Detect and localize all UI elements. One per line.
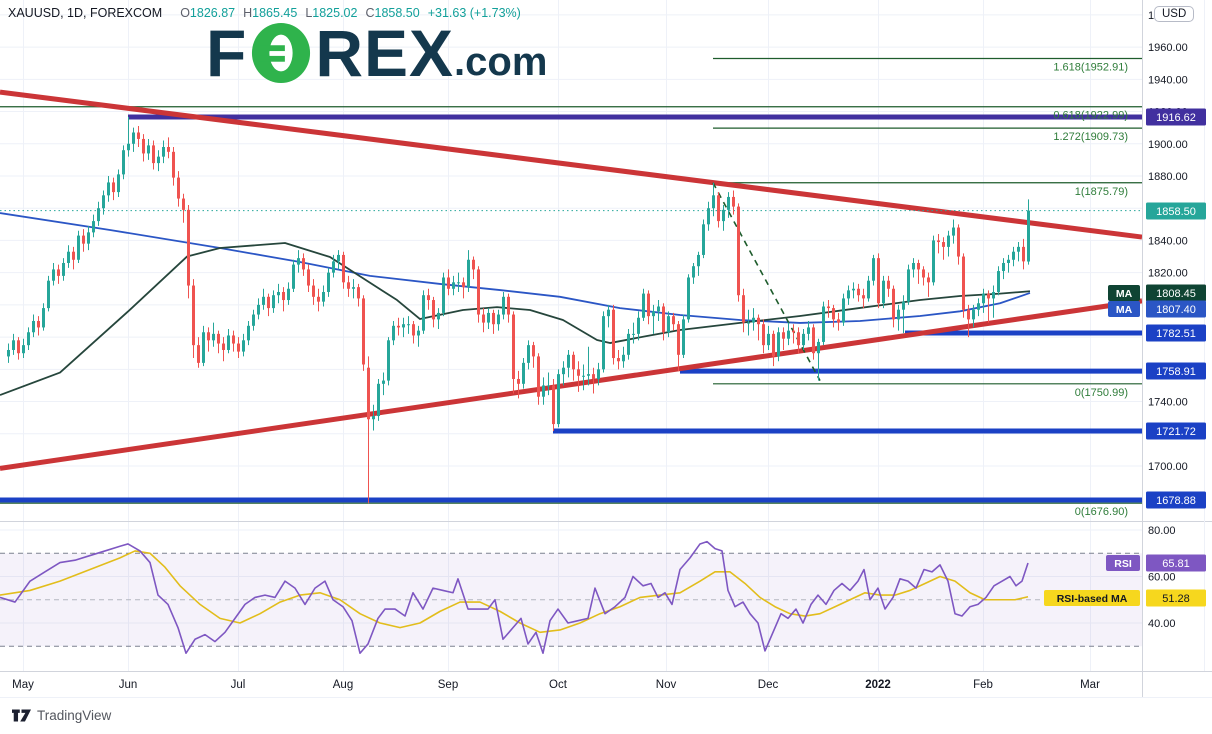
svg-text:May: May <box>12 679 34 691</box>
symbol-title[interactable]: XAUUSD, 1D, FOREXCOM <box>8 6 163 20</box>
change-value: +31.63 (+1.73%) <box>427 6 521 20</box>
svg-text:1700.00: 1700.00 <box>1148 461 1188 473</box>
currency-toggle-button[interactable]: USD <box>1154 6 1195 22</box>
svg-text:Sep: Sep <box>438 679 458 691</box>
svg-text:1940.00: 1940.00 <box>1148 74 1188 86</box>
close-value: 1858.50 <box>374 6 420 20</box>
forex-com-logo: F REX .com <box>206 20 547 86</box>
svg-text:0(1676.90): 0(1676.90) <box>1075 506 1128 518</box>
tradingview-attribution[interactable]: TradingView <box>12 707 111 724</box>
svg-text:1900.00: 1900.00 <box>1148 139 1188 151</box>
moving-averages <box>0 212 1031 396</box>
svg-text:1740.00: 1740.00 <box>1148 397 1188 409</box>
svg-text:80.00: 80.00 <box>1148 525 1176 537</box>
trend-lines[interactable] <box>0 89 1143 471</box>
svg-text:1858.50: 1858.50 <box>1156 206 1196 218</box>
indicator-pills: MA MA RSI RSI-based MA <box>1044 285 1140 606</box>
tradingview-label: TradingView <box>37 708 112 723</box>
open-label: O <box>180 6 190 20</box>
high-value: 1865.45 <box>252 6 298 20</box>
svg-text:1840.00: 1840.00 <box>1148 235 1188 247</box>
svg-text:1916.62: 1916.62 <box>1156 112 1196 124</box>
svg-text:1.618(1952.91): 1.618(1952.91) <box>1053 62 1128 74</box>
svg-text:Jul: Jul <box>231 679 246 691</box>
svg-text:Mar: Mar <box>1080 679 1100 691</box>
open-value: 1826.87 <box>189 6 236 20</box>
svg-text:2022: 2022 <box>865 679 891 691</box>
svg-text:Nov: Nov <box>656 679 677 691</box>
svg-text:Jun: Jun <box>119 679 138 691</box>
logo-text-com: .com <box>454 40 548 84</box>
svg-text:0(1750.99): 0(1750.99) <box>1075 387 1128 399</box>
rsi-pane <box>0 540 1142 655</box>
svg-text:1960.00: 1960.00 <box>1148 42 1188 54</box>
price-axis-labels[interactable]: 1980.001960.001940.001920.001900.001880.… <box>1148 10 1188 630</box>
svg-text:MA: MA <box>1116 288 1133 300</box>
high-label: H <box>243 6 253 20</box>
dashed-trend-drawing[interactable] <box>712 182 821 381</box>
svg-text:Aug: Aug <box>333 679 353 691</box>
tradingview-logo-icon <box>12 709 31 722</box>
svg-text:1(1875.79): 1(1875.79) <box>1075 186 1128 198</box>
svg-text:65.81: 65.81 <box>1162 558 1190 570</box>
svg-text:1721.72: 1721.72 <box>1156 426 1196 438</box>
svg-text:RSI-based MA: RSI-based MA <box>1057 593 1128 605</box>
svg-text:1678.88: 1678.88 <box>1156 495 1196 507</box>
svg-text:51.28: 51.28 <box>1162 593 1190 605</box>
svg-text:1758.91: 1758.91 <box>1156 366 1196 378</box>
low-label: L <box>305 6 313 20</box>
svg-text:60.00: 60.00 <box>1148 572 1176 584</box>
fibonacci-levels[interactable] <box>0 57 1142 504</box>
fibonacci-labels: 1.618(1952.91) 0.618(1922.99) 1.272(1909.7… <box>1053 62 1128 519</box>
close-label: C <box>365 6 375 20</box>
low-value: 1825.02 <box>312 6 358 20</box>
svg-text:RSI: RSI <box>1114 558 1132 570</box>
svg-text:1807.40: 1807.40 <box>1156 304 1196 316</box>
forex-logo-o-icon <box>252 22 311 84</box>
svg-text:0.618(1922.99): 0.618(1922.99) <box>1053 110 1128 122</box>
time-axis-labels[interactable]: May Jun Jul Aug Sep Oct Nov Dec 2022 Feb Mar <box>12 679 1100 691</box>
support-resistance-lines[interactable] <box>0 114 1142 503</box>
svg-text:Dec: Dec <box>758 679 779 691</box>
candlestick-series <box>7 117 1030 504</box>
logo-text-rex: REX <box>315 16 455 90</box>
svg-text:1820.00: 1820.00 <box>1148 268 1188 280</box>
svg-text:1782.51: 1782.51 <box>1156 328 1196 340</box>
svg-text:1880.00: 1880.00 <box>1148 171 1188 183</box>
svg-text:40.00: 40.00 <box>1148 618 1176 630</box>
symbol-legend[interactable]: XAUUSD, 1D, FOREXCOM O1826.87 H1865.45 L182… <box>8 6 521 20</box>
svg-text:Oct: Oct <box>549 679 568 691</box>
svg-text:Feb: Feb <box>973 679 993 691</box>
logo-text-f: F <box>206 16 248 90</box>
svg-text:MA: MA <box>1116 304 1133 316</box>
svg-text:1808.45: 1808.45 <box>1156 288 1196 300</box>
axis-price-badges: 1916.62 1858.50 1808.45 1807.40 1782.51 1758.… <box>1146 108 1206 607</box>
svg-text:1.272(1909.73): 1.272(1909.73) <box>1053 131 1128 143</box>
